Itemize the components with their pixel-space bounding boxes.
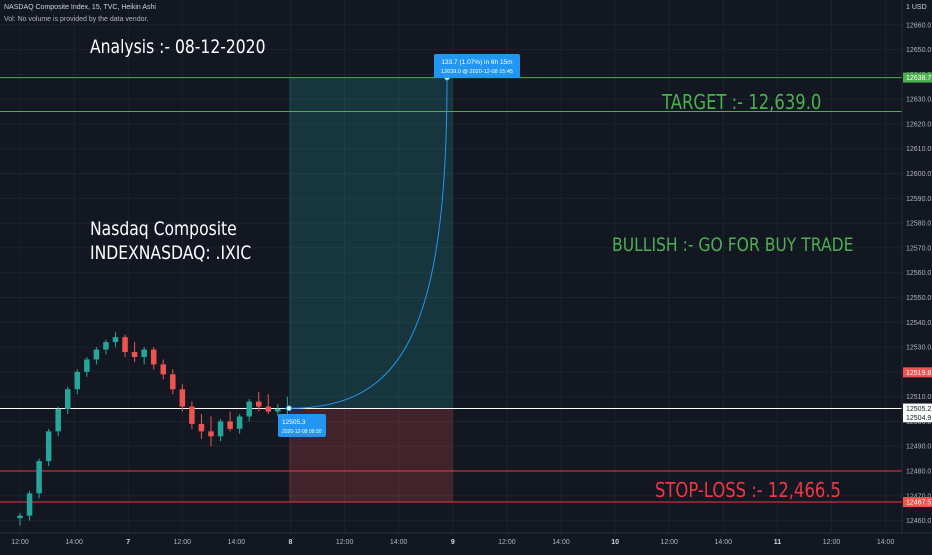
candle-body[interactable] [141, 349, 147, 357]
price-axis-tick: 12660.0 [906, 22, 931, 29]
candle-body[interactable] [103, 342, 109, 350]
currency-label: USD [911, 4, 927, 11]
volume-note: Vol: No volume is provided by the data v… [4, 16, 149, 23]
time-axis-tick: 11 [774, 539, 782, 546]
time-axis-tick: 12:00 [174, 539, 192, 546]
candle-body[interactable] [179, 389, 186, 407]
projection-curve[interactable] [288, 77, 448, 409]
candle-body[interactable] [36, 461, 42, 494]
currency-selector[interactable]: 1 USD [906, 4, 927, 11]
price-label-red [903, 367, 932, 378]
price-axis-tick: 12600.0 [906, 171, 931, 178]
price-axis-tick: 12580.0 [906, 221, 931, 228]
entry-point-marker[interactable] [286, 405, 292, 412]
analysis-date-annotation: Analysis :- 08-12-2020 [90, 36, 266, 58]
index-name-annotation: Nasdaq Composite [90, 218, 237, 240]
price-label-current [903, 412, 932, 423]
price-label-stop [903, 497, 932, 508]
target-annotation: TARGET :- 12,639.0 [662, 90, 822, 114]
price-axis-tick: 12630.0 [906, 97, 931, 104]
candle-body[interactable] [131, 352, 138, 357]
profit-zone[interactable] [289, 77, 453, 409]
target-tooltip-change: 133.7 (1.07%) in 6h 15m [441, 59, 512, 66]
price-axis-tick: 12590.0 [906, 196, 931, 203]
price-axis-tick: 12650.0 [906, 47, 931, 54]
candle-body[interactable] [217, 421, 224, 437]
candle-body[interactable] [26, 493, 33, 516]
price-axis-tick: 12480.0 [906, 469, 931, 476]
ticker-annotation: INDEXNASDAQ: .IXIC [90, 242, 252, 264]
time-axis-tick: 12:00 [823, 539, 841, 546]
candle-body[interactable] [198, 423, 205, 432]
candle-body[interactable] [122, 337, 128, 353]
candle-body[interactable] [45, 431, 52, 462]
price-axis-tick: 12500.0 [906, 419, 931, 426]
time-axis-tick: 14:00 [228, 539, 246, 546]
price-axis-tick: 12620.0 [906, 121, 931, 128]
price-axis-tick: 12490.0 [906, 444, 931, 451]
target-tooltip [434, 54, 520, 78]
price-label-text: 12467.5 [906, 500, 931, 507]
time-axis-tick: 14:00 [390, 539, 408, 546]
candle-body[interactable] [17, 515, 23, 519]
price-label-text: 12504.9 [906, 415, 931, 422]
candle-body[interactable] [93, 349, 100, 360]
candle-body[interactable] [189, 406, 195, 424]
entry-tooltip-price: 12505.3 [282, 419, 306, 426]
signal-annotation: BULLISH :- GO FOR BUY TRADE [612, 234, 854, 256]
price-label-text: 12519.8 [906, 370, 931, 377]
price-axis-tick: 12460.0 [906, 518, 931, 525]
price-label-text: 12638.7 [906, 75, 931, 82]
candle-body[interactable] [112, 337, 119, 343]
stop-loss-annotation: STOP-LOSS :- 12,466.5 [655, 478, 841, 502]
time-axis-tick: 12:00 [336, 539, 354, 546]
candle-body[interactable] [227, 421, 233, 429]
entry-tooltip [278, 414, 326, 437]
candle-body[interactable] [256, 401, 262, 407]
time-axis-tick: 10 [611, 539, 619, 546]
time-axis-tick: 8 [289, 539, 293, 546]
candle-body[interactable] [65, 389, 71, 410]
price-label-current [903, 403, 932, 414]
currency-number: 1 [906, 4, 910, 11]
price-axis-tick: 12570.0 [906, 245, 931, 252]
time-axis-tick: 14:00 [65, 539, 83, 546]
price-axis-tick: 12530.0 [906, 345, 931, 352]
candle-body[interactable] [236, 416, 243, 429]
price-label-target [903, 72, 932, 83]
time-axis-tick: 12:00 [11, 539, 29, 546]
candle-body[interactable] [275, 409, 281, 412]
price-label-text: 12505.2 [906, 406, 931, 413]
candle-body[interactable] [170, 374, 176, 390]
price-axis-tick: 12540.0 [906, 320, 931, 327]
candle-body[interactable] [160, 364, 167, 375]
price-axis-tick: 12560.0 [906, 270, 931, 277]
candle-body[interactable] [74, 371, 81, 390]
candle-body[interactable] [55, 409, 61, 432]
candle-body[interactable] [208, 431, 214, 437]
price-axis-tick: 12610.0 [906, 146, 931, 153]
candle-body[interactable] [150, 349, 157, 365]
time-axis-tick: 7 [126, 539, 130, 546]
time-axis-tick: 14:00 [877, 539, 895, 546]
time-axis-tick: 12:00 [498, 539, 516, 546]
symbol-info[interactable]: NASDAQ Composite Index, 15, TVC, Heikin … [4, 4, 156, 11]
time-axis-tick: 14:00 [552, 539, 570, 546]
candle-body[interactable] [246, 401, 252, 417]
time-axis-tick: 12:00 [660, 539, 678, 546]
price-axis-tick: 12550.0 [906, 295, 931, 302]
price-axis-tick: 12510.0 [906, 394, 931, 401]
price-axis-tick: 12470.0 [906, 493, 931, 500]
candle-body[interactable] [84, 359, 90, 372]
time-axis-tick: 14:00 [715, 539, 733, 546]
target-tooltip-price: 12639.0 @ 2020-12-08 15:45 [441, 69, 513, 75]
entry-tooltip-date: 2020-12-08 09:30 [282, 429, 322, 435]
candle-body[interactable] [265, 406, 272, 412]
time-axis-tick: 9 [451, 539, 455, 546]
